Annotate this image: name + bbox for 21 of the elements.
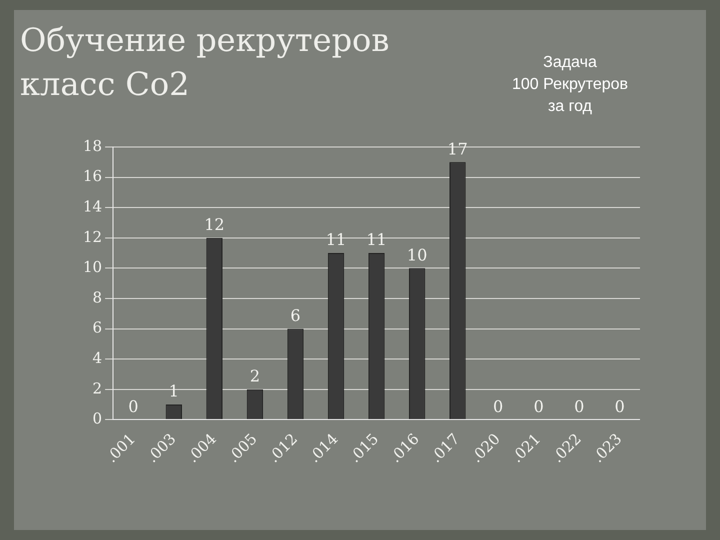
data-label: 2 [250,366,260,386]
y-tick-label: 4 [92,348,102,367]
text: Задача 100 Рекрутеров за год [510,53,630,117]
y-tick-label: 10 [82,258,102,276]
y-tick-label: 14 [82,197,102,216]
y-tick-label: 18 [82,136,102,155]
data-label: 10 [406,245,428,264]
data-label: 0 [493,396,504,416]
data-label: 0 [574,396,584,416]
data-label: 6 [290,306,301,325]
chart-title: Обучение рекрутеров класс Со2 [20,20,390,105]
y-tick-label: 8 [92,288,102,306]
y-tick-label: 0 [92,410,102,428]
y-tick-label: 2 [92,379,102,398]
y-tick-label: 16 [82,167,102,186]
data-label: 12 [204,215,225,234]
data-label: 0 [534,396,544,416]
y-tick-label: 6 [92,318,102,337]
data-label: 0 [128,396,138,416]
y-tick-label: 12 [82,228,102,246]
data-label: 0 [614,396,625,416]
